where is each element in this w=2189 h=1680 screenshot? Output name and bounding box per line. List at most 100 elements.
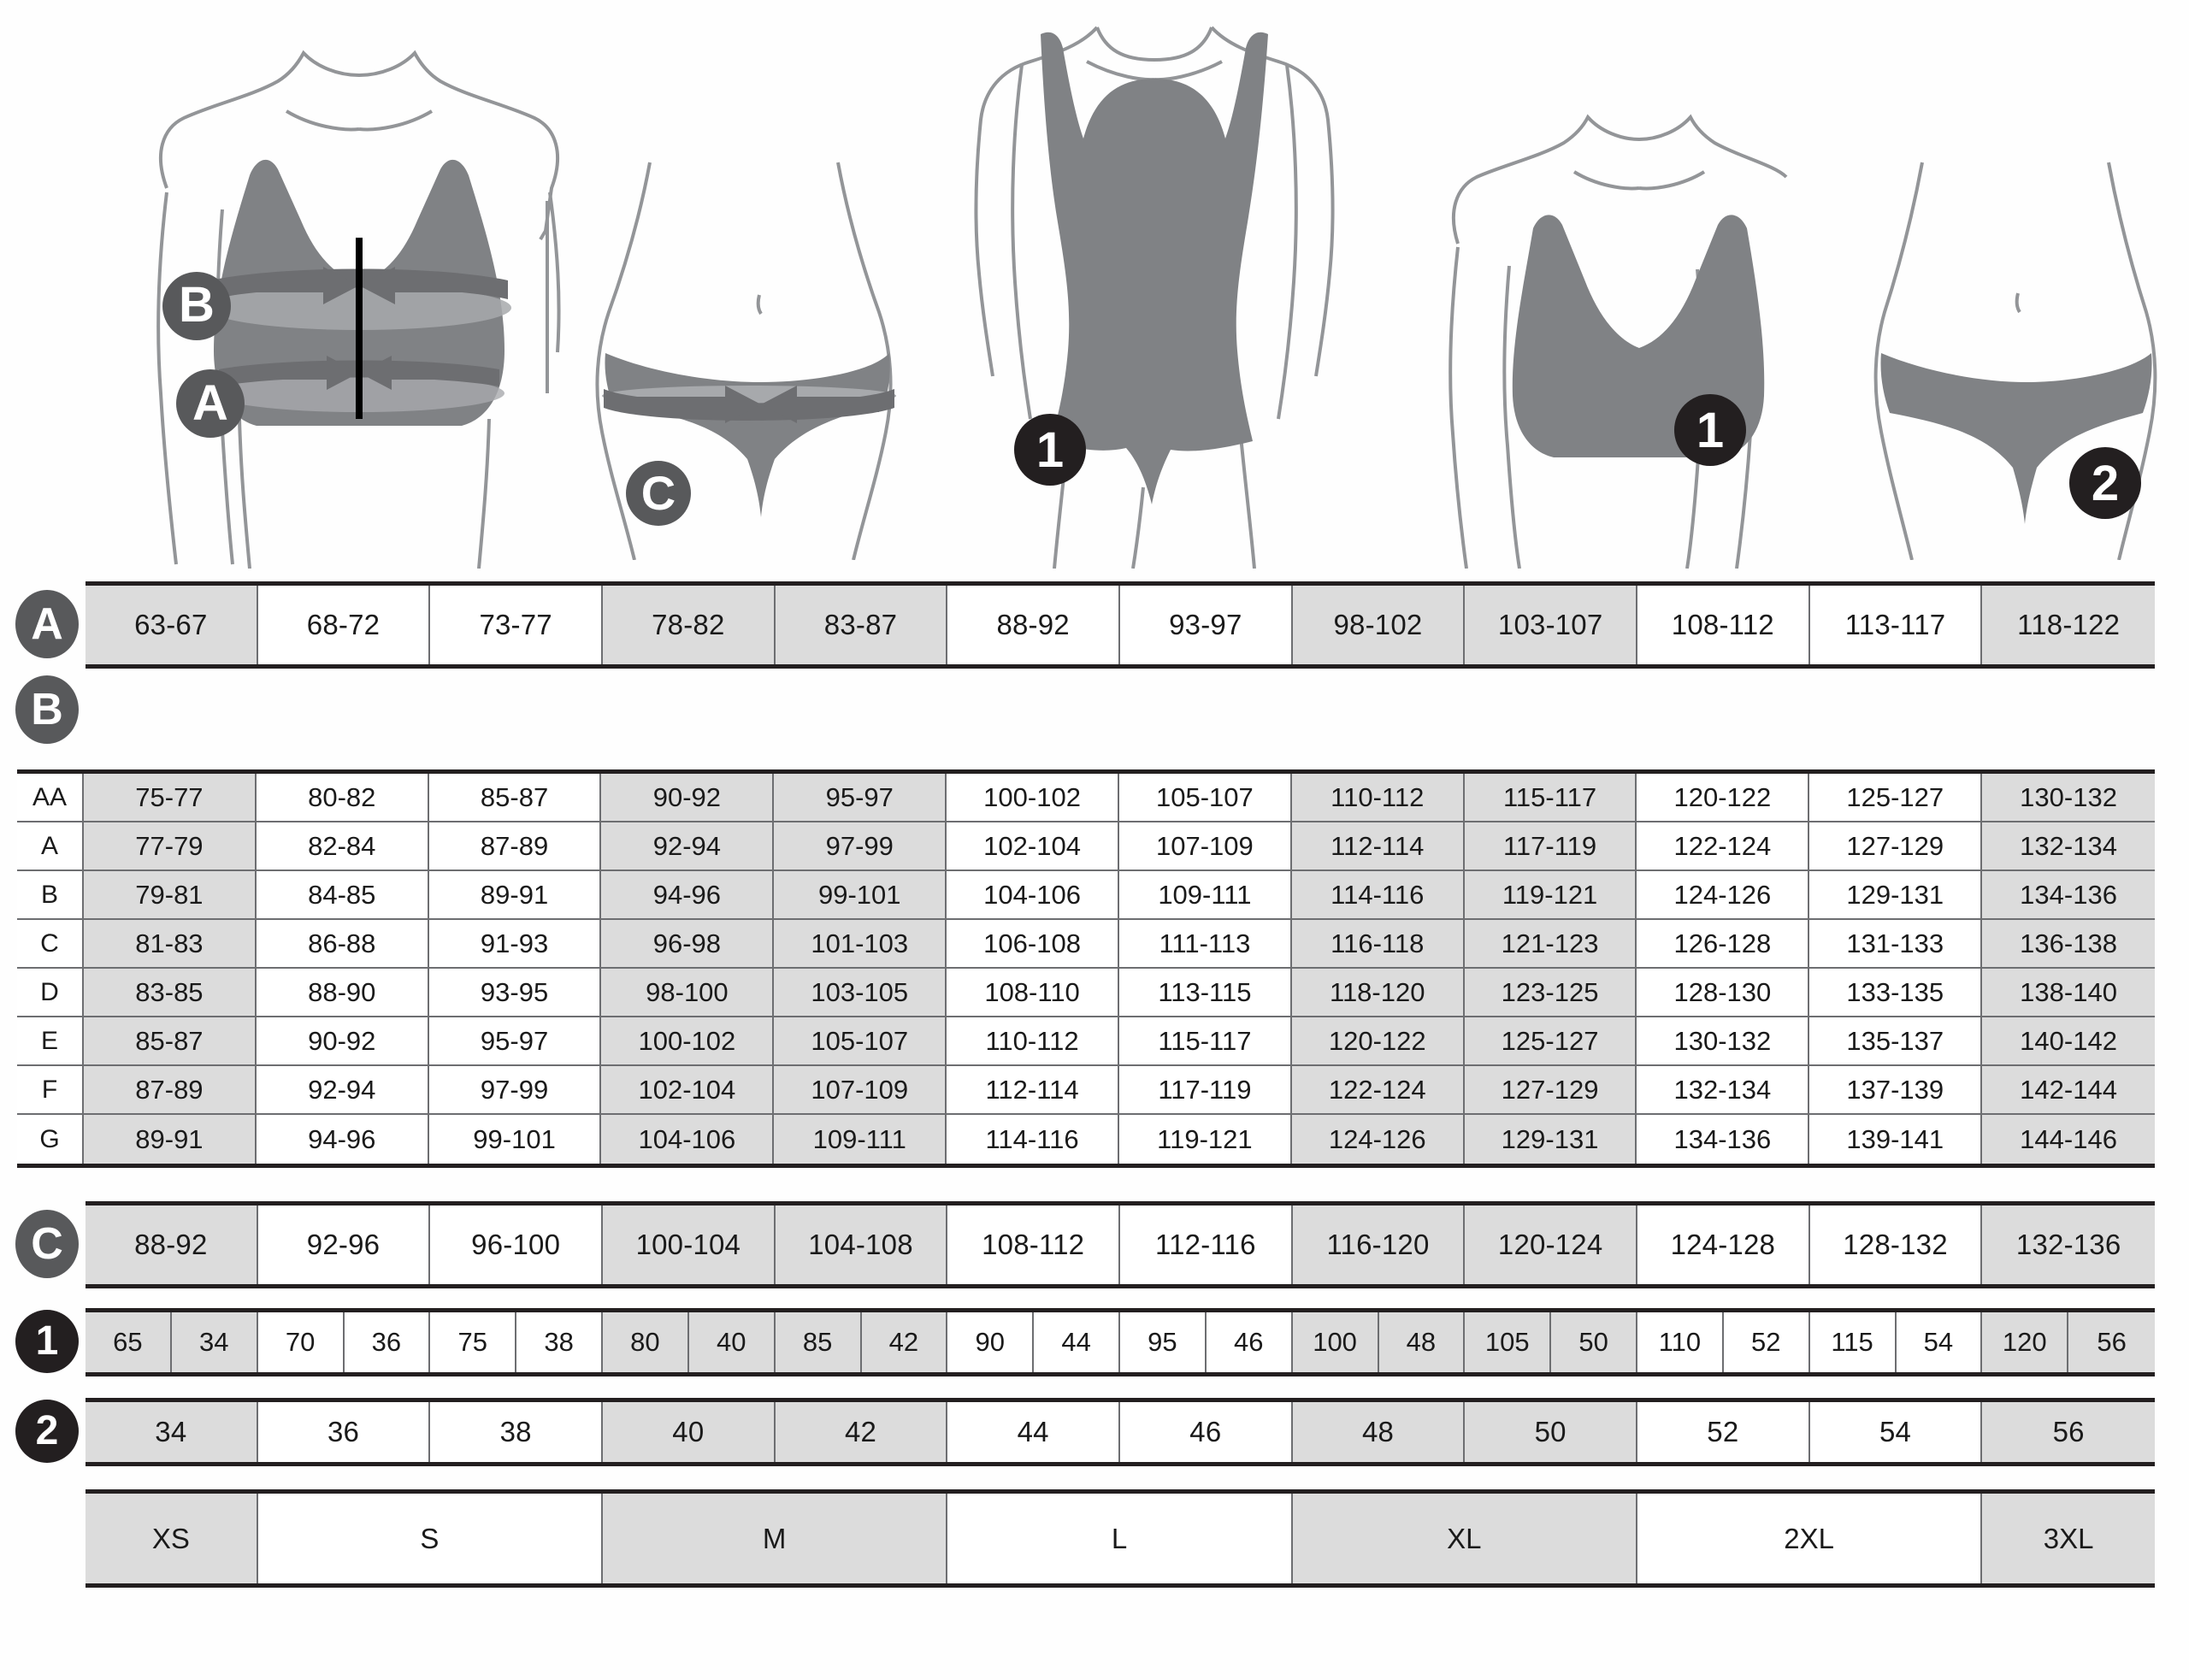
- row-c-cell: 104-108: [775, 1205, 948, 1284]
- row-one-cell: 65: [86, 1312, 172, 1372]
- cup-table-cell: 89-91: [84, 1115, 257, 1164]
- row-one-cell: 115: [1809, 1312, 1897, 1372]
- cup-table-cell: 106-108: [947, 920, 1119, 969]
- cup-table-cell: 79-81: [84, 871, 257, 920]
- cup-table-cell: 117-119: [1464, 822, 1637, 871]
- row-two-cell: 46: [1120, 1402, 1293, 1462]
- row-two-cell: 42: [775, 1402, 948, 1462]
- row-c-cell: 124-128: [1637, 1205, 1810, 1284]
- cup-table-cell: 112-114: [1291, 822, 1465, 871]
- row-c-cell: 100-104: [603, 1205, 776, 1284]
- row-two-cell: 48: [1292, 1402, 1466, 1462]
- cup-table-cell: 99-101: [774, 871, 947, 920]
- row-a-cell: 108-112: [1637, 586, 1810, 664]
- cup-label: D: [17, 969, 84, 1017]
- illustration-band: B A: [0, 0, 2189, 569]
- cup-table-cell: 107-109: [1118, 822, 1292, 871]
- row-one-cell: 40: [688, 1312, 776, 1372]
- row-a-cell: 63-67: [86, 586, 258, 664]
- size-label-cell: S: [257, 1494, 603, 1583]
- cup-table-cell: 131-133: [1809, 920, 1983, 969]
- svg-text:A: A: [192, 375, 228, 431]
- row-one-cell: 95: [1120, 1312, 1207, 1372]
- cup-table-cell: 84-85: [256, 871, 429, 920]
- row-one-cell: 42: [861, 1312, 948, 1372]
- row-two-cell: 36: [257, 1402, 431, 1462]
- cup-table-cell: 104-106: [947, 871, 1119, 920]
- row-two-cell: 50: [1465, 1402, 1637, 1462]
- cup-table-cell: 119-121: [1118, 1115, 1292, 1164]
- hip-figure: C: [590, 158, 932, 560]
- cup-table-cell: 90-92: [256, 1017, 429, 1066]
- row-one-cell: 52: [1723, 1312, 1810, 1372]
- row-c-cell: 120-124: [1465, 1205, 1637, 1284]
- row-two-cell: 40: [603, 1402, 776, 1462]
- size-label-cell: XL: [1292, 1494, 1637, 1583]
- cup-table-cell: 105-107: [1118, 774, 1292, 822]
- cup-table-cell: 135-137: [1809, 1017, 1983, 1066]
- cup-label: C: [17, 920, 84, 969]
- cup-table-cell: 140-142: [1982, 1017, 2155, 1066]
- cup-table-cell: 75-77: [84, 774, 257, 822]
- cup-table-cell: 128-130: [1637, 969, 1810, 1017]
- row-one-cell: 110: [1637, 1312, 1724, 1372]
- row-one-cell: 34: [171, 1312, 258, 1372]
- cup-table-cell: 83-85: [84, 969, 257, 1017]
- cup-table-cell: 90-92: [601, 774, 775, 822]
- cup-table-cell: 134-136: [1637, 1115, 1810, 1164]
- row-one-table: 65 34 70 36 75 38 80 40 85 42 90 44 95 46 100 48 105 50 11…: [86, 1308, 2155, 1376]
- row-a-cell: 78-82: [603, 586, 776, 664]
- row-size: XS S M L XL 2XL 3XL: [0, 1489, 2189, 1592]
- row-a-cell: 113-117: [1809, 586, 1983, 664]
- cup-table-cell: 80-82: [256, 774, 429, 822]
- cup-table-cell: 109-111: [774, 1115, 947, 1164]
- cup-table-cell: 122-124: [1637, 822, 1810, 871]
- row-b-cup-table: AA 75-77 80-82 85-87 90-92 95-97 100-102 105-10…: [0, 769, 2189, 1171]
- row-one-cell: 54: [1896, 1312, 1983, 1372]
- cup-table-cell: 111-113: [1118, 920, 1292, 969]
- cup-table-cell: 136-138: [1982, 920, 2155, 969]
- row-one-cell: 80: [603, 1312, 689, 1372]
- cup-table-cell: 138-140: [1982, 969, 2155, 1017]
- cup-table-cell: 126-128: [1637, 920, 1810, 969]
- row-a-cell: 88-92: [947, 586, 1120, 664]
- row-one-cell: 46: [1206, 1312, 1293, 1372]
- cup-table-cell: 82-84: [256, 822, 429, 871]
- row-c-cell: 116-120: [1292, 1205, 1466, 1284]
- row-one-cell: 85: [775, 1312, 862, 1372]
- row-one-cell: 120: [1982, 1312, 2069, 1372]
- cup-table-cell: 121-123: [1464, 920, 1637, 969]
- row-c-cell: 96-100: [430, 1205, 603, 1284]
- cup-table-cell: 87-89: [84, 1066, 257, 1115]
- row-size-table: XS S M L XL 2XL 3XL: [86, 1489, 2155, 1588]
- one-piece-swimsuit-figure: 1: [962, 9, 1347, 569]
- bra-top-figure: 1: [1407, 98, 1791, 569]
- cup-table-cell: 107-109: [774, 1066, 947, 1115]
- cup-label: A: [17, 822, 84, 871]
- cup-table-cell: 117-119: [1118, 1066, 1292, 1115]
- cup-table-cell: 92-94: [256, 1066, 429, 1115]
- cup-table-cell: 116-118: [1291, 920, 1465, 969]
- row-one-cell: 48: [1378, 1312, 1466, 1372]
- badge-b-icon: [162, 272, 231, 340]
- row-a-badge: A: [15, 590, 79, 658]
- cup-table-cell: 105-107: [774, 1017, 947, 1066]
- cup-table-cell: 129-131: [1464, 1115, 1637, 1164]
- cup-table-cell: 96-98: [601, 920, 775, 969]
- cup-table-cell: 127-129: [1464, 1066, 1637, 1115]
- row-two-cell: 56: [1982, 1402, 2155, 1462]
- row-c-cell: 92-96: [257, 1205, 431, 1284]
- cup-table-cell: 119-121: [1464, 871, 1637, 920]
- cup-table-cell: 123-125: [1464, 969, 1637, 1017]
- size-label-cell: 3XL: [1982, 1494, 2155, 1583]
- cup-table-cell: 89-91: [428, 871, 602, 920]
- cup-table-cell: 142-144: [1982, 1066, 2155, 1115]
- cup-table-cell: 110-112: [1291, 774, 1465, 822]
- row-b-badge: B: [15, 675, 79, 744]
- cup-table-cell: 108-110: [947, 969, 1119, 1017]
- bikini-bottom-figure: 2: [1873, 158, 2189, 560]
- row-two-table: 34 36 38 40 42 44 46 48 50 52 54 56: [86, 1398, 2155, 1466]
- row-one-cell: 75: [430, 1312, 517, 1372]
- cup-table-cell: 137-139: [1809, 1066, 1983, 1115]
